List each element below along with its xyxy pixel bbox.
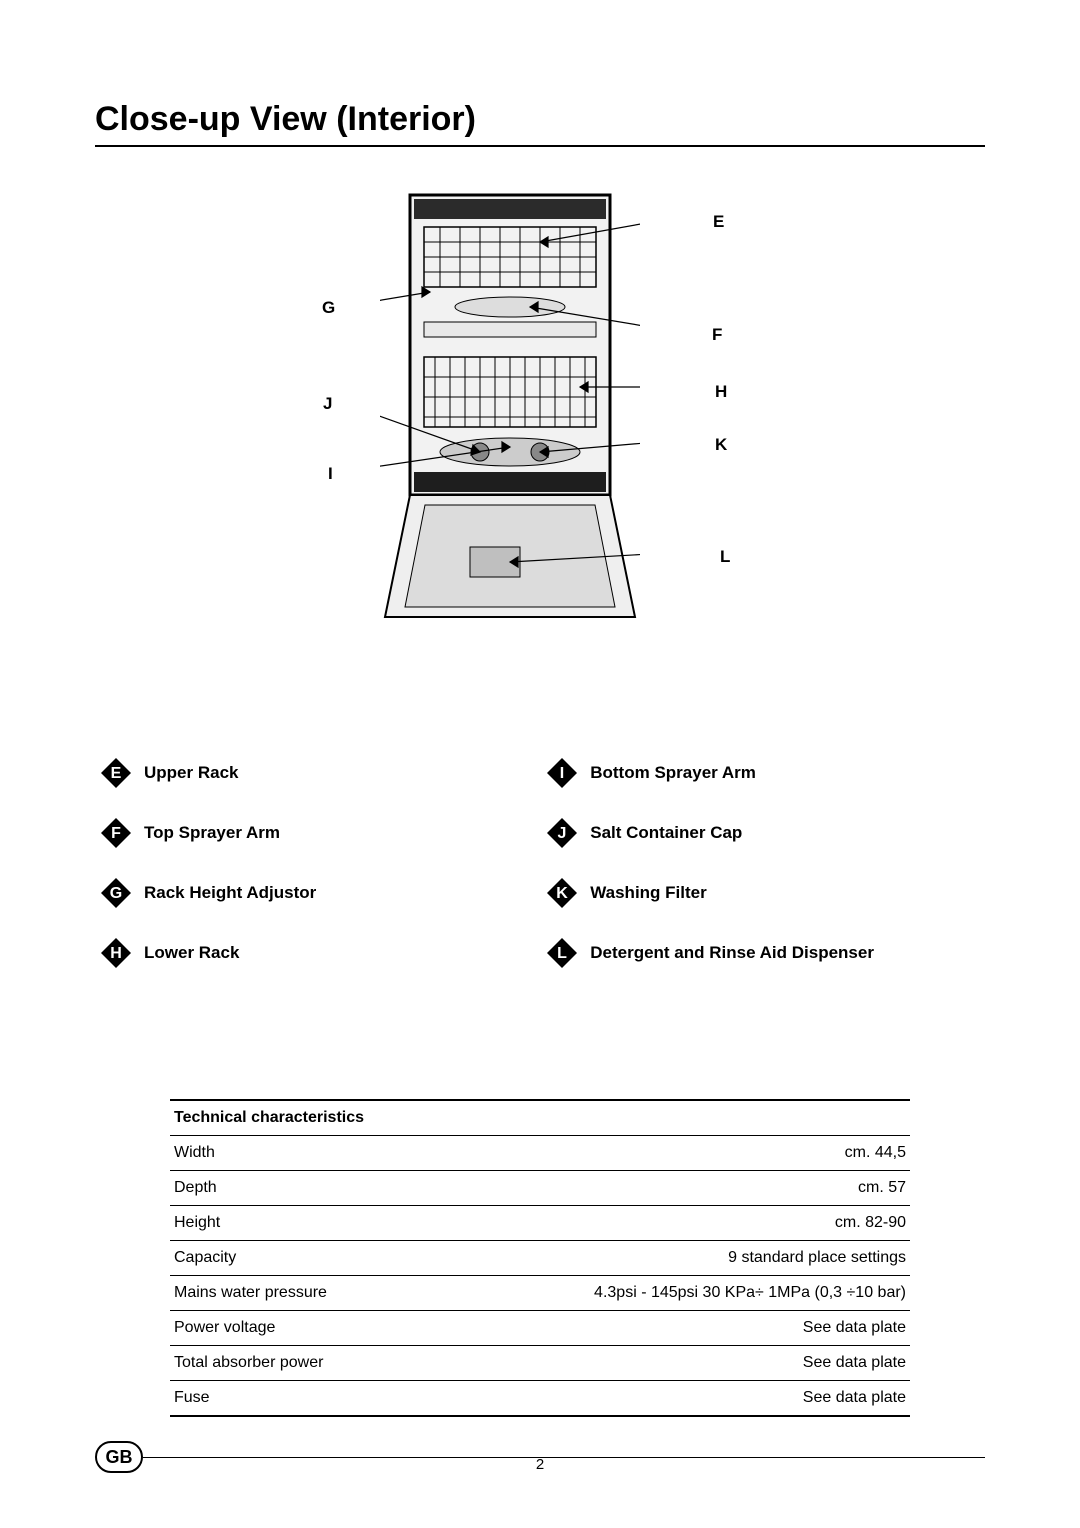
legend-label: Salt Container Cap [590, 823, 742, 843]
diamond-marker-icon: F [100, 817, 132, 849]
table-row: Capacity9 standard place settings [170, 1241, 910, 1276]
table-row: Power voltageSee data plate [170, 1311, 910, 1346]
country-badge: GB [95, 1441, 143, 1473]
spec-value: 9 standard place settings [418, 1241, 910, 1276]
legend-item: E Upper Rack [100, 757, 316, 789]
diamond-marker-icon: I [546, 757, 578, 789]
callout-L: L [720, 547, 730, 567]
spec-label: Capacity [170, 1241, 418, 1276]
title-divider [95, 145, 985, 147]
spec-label: Fuse [170, 1381, 418, 1417]
dishwasher-svg [380, 187, 640, 627]
spec-value: See data plate [418, 1311, 910, 1346]
legend-left-column: E Upper Rack F Top Sprayer Arm G Rack He… [100, 757, 316, 969]
legend-label: Detergent and Rinse Aid Dispenser [590, 943, 874, 963]
legend-item: I Bottom Sprayer Arm [546, 757, 874, 789]
table-header: Technical characteristics [170, 1100, 910, 1136]
svg-text:J: J [558, 825, 567, 842]
legend-label: Bottom Sprayer Arm [590, 763, 756, 783]
spec-label: Depth [170, 1171, 418, 1206]
spec-value: 4.3psi - 145psi 30 KPa÷ 1MPa (0,3 ÷10 ba… [418, 1276, 910, 1311]
legend-label: Upper Rack [144, 763, 238, 783]
callout-H: H [715, 382, 727, 402]
svg-text:K: K [556, 885, 568, 902]
legend-item: L Detergent and Rinse Aid Dispenser [546, 937, 874, 969]
legend-label: Rack Height Adjustor [144, 883, 316, 903]
legend-label: Washing Filter [590, 883, 707, 903]
interior-diagram: E G F J H I K L [190, 177, 890, 647]
svg-text:L: L [557, 945, 567, 962]
footer-rule [143, 1457, 985, 1458]
legend-item: J Salt Container Cap [546, 817, 874, 849]
table-row: Widthcm. 44,5 [170, 1136, 910, 1171]
diamond-marker-icon: J [546, 817, 578, 849]
technical-characteristics-table: Technical characteristics Widthcm. 44,5 … [170, 1099, 910, 1417]
callout-F: F [712, 325, 722, 345]
spec-label: Total absorber power [170, 1346, 418, 1381]
table-row: Total absorber powerSee data plate [170, 1346, 910, 1381]
spec-label: Width [170, 1136, 418, 1171]
legend-item: F Top Sprayer Arm [100, 817, 316, 849]
svg-text:E: E [111, 765, 122, 782]
page-number: 2 [536, 1456, 544, 1473]
legend-item: G Rack Height Adjustor [100, 877, 316, 909]
svg-text:F: F [111, 825, 121, 842]
svg-text:H: H [110, 945, 122, 962]
table-row: Depthcm. 57 [170, 1171, 910, 1206]
table-row: Mains water pressure4.3psi - 145psi 30 K… [170, 1276, 910, 1311]
callout-E: E [713, 212, 724, 232]
spec-label: Mains water pressure [170, 1276, 418, 1311]
svg-text:I: I [560, 765, 564, 782]
legend-right-column: I Bottom Sprayer Arm J Salt Container Ca… [546, 757, 874, 969]
spec-value: See data plate [418, 1346, 910, 1381]
diamond-marker-icon: G [100, 877, 132, 909]
table-row: FuseSee data plate [170, 1381, 910, 1417]
legend-label: Lower Rack [144, 943, 239, 963]
callout-K: K [715, 435, 727, 455]
table-row: Heightcm. 82-90 [170, 1206, 910, 1241]
callout-J: J [323, 394, 332, 414]
legend-item: H Lower Rack [100, 937, 316, 969]
page-footer: GB 2 [95, 1441, 985, 1473]
page-title: Close-up View (Interior) [95, 100, 985, 139]
svg-text:G: G [110, 885, 122, 902]
spec-value: cm. 44,5 [418, 1136, 910, 1171]
legend: E Upper Rack F Top Sprayer Arm G Rack He… [95, 757, 985, 969]
spec-value: See data plate [418, 1381, 910, 1417]
legend-label: Top Sprayer Arm [144, 823, 280, 843]
spec-label: Height [170, 1206, 418, 1241]
dishwasher-illustration [380, 187, 640, 627]
diamond-marker-icon: K [546, 877, 578, 909]
diamond-marker-icon: E [100, 757, 132, 789]
spec-value: cm. 57 [418, 1171, 910, 1206]
spec-value: cm. 82-90 [418, 1206, 910, 1241]
legend-item: K Washing Filter [546, 877, 874, 909]
diamond-marker-icon: L [546, 937, 578, 969]
callout-I: I [328, 464, 333, 484]
callout-G: G [322, 298, 335, 318]
diamond-marker-icon: H [100, 937, 132, 969]
spec-label: Power voltage [170, 1311, 418, 1346]
